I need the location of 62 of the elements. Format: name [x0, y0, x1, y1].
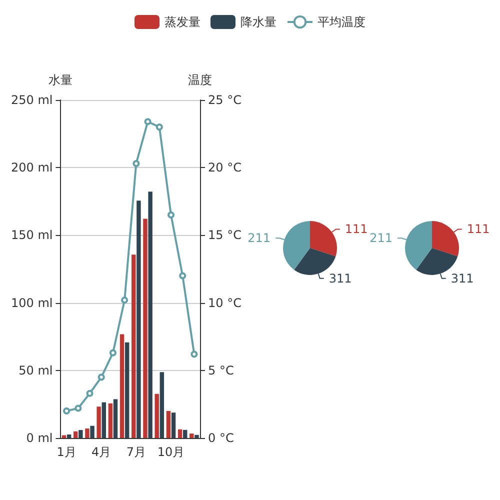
x-tick-label: 10月 [157, 445, 185, 459]
bar [113, 399, 118, 438]
legend-label: 平均温度 [318, 15, 366, 29]
point [156, 124, 163, 131]
point [109, 349, 116, 356]
y-tick-label: 250 ml [10, 93, 53, 107]
bar [190, 434, 194, 438]
slice-label: 111 [344, 222, 368, 236]
slice-label: 111 [466, 222, 490, 236]
legend-label: 降水量 [240, 15, 276, 29]
bar [124, 342, 130, 438]
bar [178, 429, 182, 438]
y2-tick-label: 10 °C [208, 296, 242, 310]
bar [166, 410, 171, 438]
x-tick-label: 4月 [92, 445, 112, 459]
bar [143, 218, 148, 438]
bar [78, 430, 83, 438]
bar [183, 430, 188, 438]
y-tick-label: 50 ml [18, 363, 53, 378]
bar [160, 372, 164, 438]
point [144, 118, 152, 126]
y-tick-label: 0 ml [26, 431, 53, 445]
slice-label: 311 [450, 271, 474, 286]
y2-axis-title: 温度 [188, 73, 212, 87]
bar [194, 434, 199, 438]
y-tick-label: 150 ml [10, 228, 53, 242]
bar [74, 431, 78, 438]
x-tick-label: 1月 [56, 445, 76, 459]
point [167, 211, 174, 218]
bar [132, 254, 136, 438]
point [179, 272, 186, 280]
point [98, 374, 105, 381]
bar [90, 426, 94, 438]
bar [66, 434, 72, 438]
point [74, 404, 82, 412]
bar [108, 403, 113, 438]
bar [102, 402, 106, 438]
y2-tick-label: 0 °C [208, 431, 234, 445]
legend-label: 蒸发量 [164, 15, 200, 29]
point [86, 390, 94, 397]
point [132, 160, 140, 168]
slice-label: 211 [370, 231, 393, 246]
bar [154, 394, 159, 438]
point [190, 350, 198, 358]
y2-tick-label: 25 °C [208, 93, 242, 107]
bar [85, 428, 90, 438]
bar [96, 406, 101, 438]
point [121, 296, 128, 304]
y-tick-label: 200 ml [10, 160, 53, 175]
x-tick-label: 7月 [126, 445, 146, 459]
point [63, 407, 70, 414]
y2-tick-label: 20 °C [208, 160, 242, 175]
slice-label: 211 [248, 231, 271, 246]
y-tick-label: 100 ml [10, 296, 53, 310]
y-axis-title: 水量 [48, 73, 73, 87]
bar [120, 334, 124, 438]
y2-tick-label: 5 °C [208, 363, 234, 378]
bar [148, 192, 152, 438]
slice-label: 311 [328, 271, 352, 286]
bar [171, 412, 176, 438]
y2-tick-label: 15 °C [208, 228, 242, 242]
bar [136, 200, 141, 438]
